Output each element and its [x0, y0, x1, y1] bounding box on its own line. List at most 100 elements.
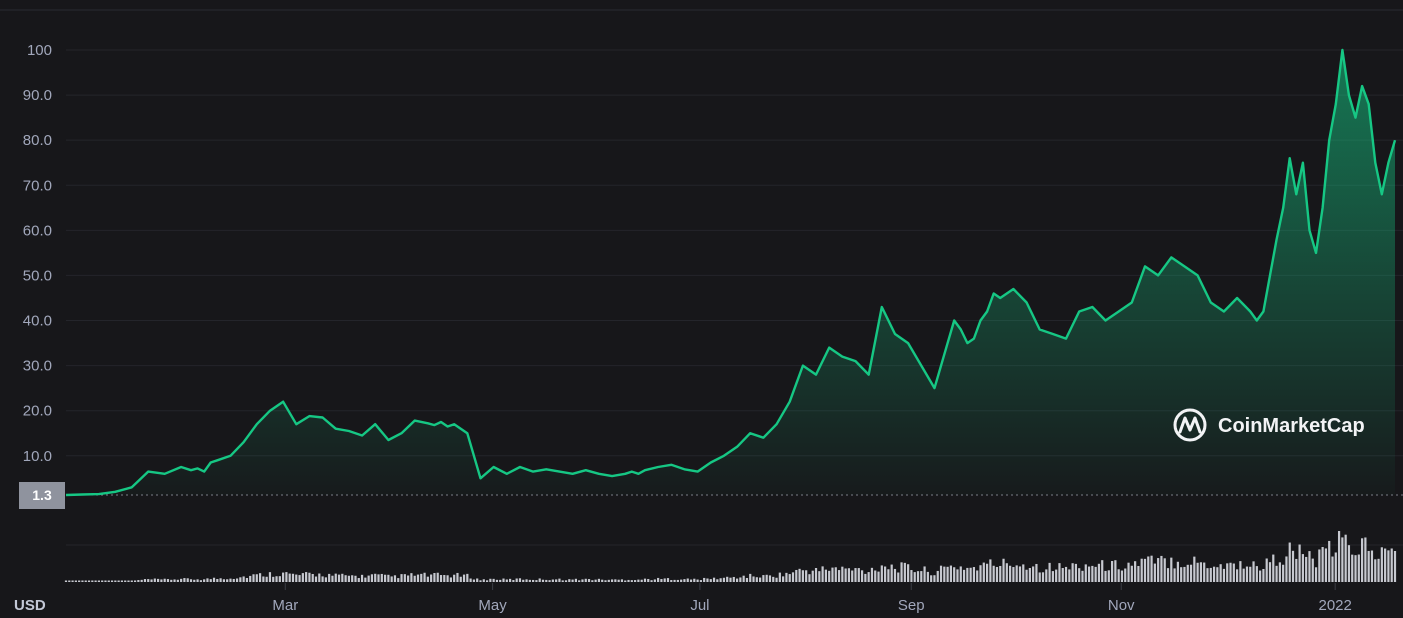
x-tick-label: Mar	[272, 597, 298, 614]
volume-bar	[1278, 562, 1281, 582]
volume-bar	[1367, 550, 1370, 582]
x-tick-label: 2022	[1319, 597, 1352, 614]
volume-bar	[923, 566, 926, 582]
volume-bar	[1354, 555, 1357, 582]
volume-bar	[1078, 568, 1081, 582]
volume-bar	[637, 579, 640, 582]
volume-bar	[1176, 561, 1179, 582]
volume-bar	[541, 579, 545, 582]
volume-bar	[768, 575, 772, 582]
volume-bar	[377, 574, 380, 582]
volume-bar	[324, 577, 327, 582]
volume-bar	[962, 569, 966, 582]
price-area	[66, 50, 1395, 495]
x-tick-label: Nov	[1108, 597, 1135, 614]
price-tag-bg	[19, 482, 65, 509]
volume-bar	[1038, 572, 1041, 582]
volume-bar	[285, 572, 288, 582]
volume-bar	[472, 579, 476, 582]
volume-bar	[630, 580, 633, 582]
volume-bar	[193, 579, 196, 582]
unit-label: USD	[14, 597, 46, 614]
volume-bar	[778, 572, 781, 582]
volume-bar	[1249, 566, 1252, 582]
volume-bar	[910, 570, 913, 582]
y-tick-label: 80.0	[23, 132, 52, 149]
volume-bar	[808, 574, 811, 582]
volume-bar	[864, 573, 867, 582]
volume-bar	[453, 574, 456, 582]
volume-bar	[627, 579, 630, 582]
volume-bar	[68, 580, 71, 582]
volume-bar	[985, 563, 989, 582]
volume-bar	[133, 580, 137, 582]
volume-bar	[811, 570, 814, 582]
volume-bar	[1097, 563, 1101, 582]
volume-bar	[995, 566, 999, 582]
volume-bar	[657, 577, 660, 582]
volume-bar	[1137, 565, 1140, 582]
volume-bar	[433, 572, 436, 582]
price-series-line[interactable]	[65, 48, 1397, 497]
volume-bar	[515, 578, 518, 582]
volume-bar	[449, 577, 452, 582]
volume-bar	[255, 574, 258, 582]
volume-bar	[1252, 561, 1255, 582]
volume-bar	[939, 565, 943, 582]
volume-bar	[979, 565, 982, 582]
y-tick-label: 50.0	[23, 267, 52, 284]
volume-bar	[351, 575, 354, 582]
volume-bar	[1055, 569, 1058, 582]
volume-bar	[235, 578, 239, 582]
volume-bar	[1328, 540, 1331, 582]
volume-bar	[591, 580, 594, 582]
volume-bar	[907, 564, 910, 582]
x-tick-label: Jul	[690, 597, 709, 614]
volume-bar	[367, 575, 370, 582]
volume-bar	[709, 579, 712, 582]
volume-bar	[387, 574, 390, 582]
volume-bar	[759, 577, 762, 582]
volume-bar	[196, 579, 199, 582]
volume-bar	[610, 579, 614, 582]
volume-bar	[469, 578, 472, 582]
volume-bar	[1344, 534, 1347, 582]
volume-bar	[1288, 542, 1291, 582]
price-line[interactable]	[65, 48, 1397, 497]
volume-bar	[199, 580, 202, 582]
volume-bar	[311, 573, 314, 582]
volume-bar	[78, 580, 81, 582]
volume-bar	[785, 572, 788, 582]
price-area-fill	[66, 50, 1395, 495]
volume-bar	[1012, 567, 1015, 582]
volume-bar	[1229, 562, 1232, 582]
volume-bar	[222, 579, 226, 582]
volume-bar	[959, 566, 962, 582]
volume-bar	[314, 576, 318, 582]
volume-bar	[1081, 570, 1084, 582]
volume-bar	[903, 562, 906, 582]
volume-bar	[782, 576, 785, 582]
current-price-label: 1.3	[32, 487, 52, 503]
volume-bar	[877, 571, 880, 582]
volume-bar	[1018, 566, 1022, 582]
volume-bar	[130, 580, 133, 582]
volume-bar	[443, 574, 446, 582]
volume-bar	[1324, 548, 1328, 582]
volume-bar	[949, 565, 953, 582]
volume-bar	[189, 579, 193, 582]
volume-bar	[117, 580, 120, 582]
volume-bar	[1183, 566, 1186, 582]
volume-bar	[643, 578, 647, 582]
volume-bar	[650, 580, 653, 582]
volume-bar	[676, 579, 679, 582]
volume-bar	[295, 574, 298, 582]
volume-bar	[831, 567, 834, 582]
volume-bar	[525, 579, 528, 582]
volume-bar	[245, 577, 249, 582]
volume-bar	[683, 579, 686, 582]
volume-bar	[337, 574, 341, 582]
volume-bar	[101, 580, 104, 582]
